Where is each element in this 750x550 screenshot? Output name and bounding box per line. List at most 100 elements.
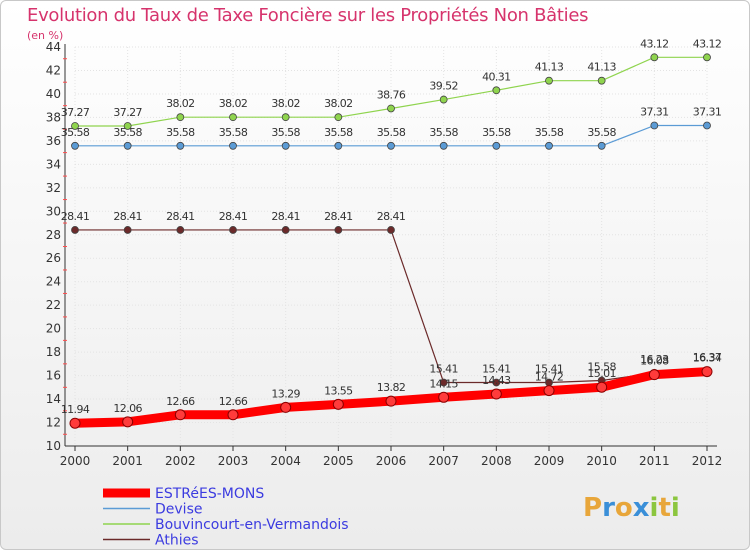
- data-point: [490, 388, 502, 400]
- y-tick-label: 30: [46, 204, 61, 218]
- logo-letter: o: [615, 493, 633, 523]
- proxiti-logo: Proxiti: [583, 493, 680, 523]
- x-tick-label: 2008: [481, 454, 512, 468]
- data-label: 41.13: [535, 61, 564, 74]
- data-label: 43.12: [693, 37, 722, 50]
- data-point: [334, 113, 343, 122]
- data-label: 35.58: [482, 126, 511, 139]
- y-tick-label: 36: [46, 134, 61, 148]
- data-point: [596, 381, 608, 393]
- data-point: [701, 366, 713, 378]
- y-tick-label: 34: [46, 157, 61, 171]
- logo-letter: P: [583, 493, 602, 523]
- data-point: [545, 141, 553, 150]
- data-label: 38.02: [271, 97, 300, 110]
- data-label: 28.41: [377, 210, 406, 223]
- data-label: 38.02: [219, 97, 248, 110]
- y-tick-label: 12: [46, 416, 61, 430]
- data-point: [597, 76, 606, 85]
- data-point: [281, 226, 290, 234]
- data-point: [543, 385, 555, 397]
- data-label: 40.31: [482, 70, 511, 83]
- chart-title: Evolution du Taux de Taxe Foncière sur l…: [27, 5, 589, 26]
- data-point: [439, 95, 448, 104]
- data-label: 12.66: [219, 395, 248, 408]
- y-axis-unit-label: (en %): [27, 29, 64, 42]
- legend-label: ESTRéES-MONS: [155, 486, 264, 502]
- data-point: [176, 226, 185, 234]
- data-label: 28.41: [324, 210, 353, 223]
- data-label: 38.76: [377, 88, 406, 101]
- y-tick-label: 18: [46, 345, 61, 359]
- legend-label: Devise: [155, 502, 202, 518]
- data-label: 28.41: [166, 210, 195, 223]
- y-tick-label: 26: [46, 251, 61, 265]
- data-point: [492, 86, 501, 95]
- data-point: [122, 416, 134, 428]
- data-label: 13.29: [271, 387, 300, 400]
- data-point: [385, 395, 397, 407]
- logo-letter: i: [650, 493, 659, 523]
- x-tick-label: 2002: [165, 454, 196, 468]
- x-tick-label: 2007: [428, 454, 459, 468]
- x-tick-label: 2000: [60, 454, 91, 468]
- data-point: [123, 122, 132, 130]
- x-tick-label: 2004: [270, 454, 301, 468]
- x-tick-label: 2009: [534, 454, 565, 468]
- data-point: [334, 141, 343, 150]
- data-point: [69, 417, 81, 429]
- data-point: [280, 401, 292, 413]
- data-label: 39.52: [429, 80, 458, 93]
- logo-letter: x: [633, 493, 650, 523]
- data-point: [229, 226, 237, 234]
- data-point: [281, 113, 290, 122]
- labels-series-3: 28.41 28.41 28.41 28.41 28.41 28.41 28.41 15.41…: [61, 210, 723, 376]
- data-point: [229, 113, 237, 122]
- data-point: [387, 104, 395, 113]
- x-tick-label: 2003: [218, 454, 249, 468]
- y-tick-label: 20: [46, 322, 61, 336]
- x-tick-label: 2006: [376, 454, 407, 468]
- data-label: 16.34: [693, 352, 722, 365]
- data-label: 15.01: [587, 367, 616, 380]
- data-label: 37.31: [693, 106, 722, 119]
- grid: [74, 46, 708, 447]
- data-point: [650, 53, 659, 62]
- data-label: 35.58: [61, 126, 90, 139]
- data-label: 35.58: [219, 126, 248, 139]
- x-tick-label: 2011: [639, 454, 670, 468]
- data-label: 43.12: [640, 37, 669, 50]
- data-label: 16.08: [640, 355, 669, 368]
- data-label: 15.58: [587, 361, 616, 374]
- data-label: 35.58: [324, 126, 353, 139]
- data-point: [229, 141, 237, 150]
- data-label: 12.06: [113, 402, 142, 415]
- data-point: [281, 141, 290, 150]
- y-tick-label: 28: [46, 228, 61, 242]
- data-label: 14.43: [482, 374, 511, 387]
- data-label: 37.31: [640, 106, 669, 119]
- data-label: 15.41: [482, 363, 511, 376]
- x-tick-label: 2010: [586, 454, 617, 468]
- y-tick-label: 14: [46, 392, 61, 406]
- labels-series-2: 37.27 37.27 38.02 38.02 38.02 38.02 38.76 39.52…: [61, 37, 722, 119]
- data-point: [597, 141, 606, 150]
- data-point: [650, 121, 659, 130]
- data-label: 41.13: [587, 61, 616, 74]
- data-point: [492, 378, 501, 387]
- data-point: [71, 122, 79, 130]
- series-2: [71, 53, 711, 130]
- data-point: [332, 398, 344, 410]
- y-tick-label: 38: [46, 110, 61, 124]
- data-point: [492, 141, 501, 150]
- data-point: [71, 141, 79, 150]
- data-label: 11.94: [61, 403, 90, 416]
- series-1: [71, 121, 711, 150]
- data-label: 13.55: [324, 384, 353, 397]
- data-point: [176, 141, 185, 150]
- data-label: 15.41: [429, 363, 458, 376]
- data-label: 37.27: [113, 106, 142, 119]
- y-tick-label: 22: [46, 298, 61, 312]
